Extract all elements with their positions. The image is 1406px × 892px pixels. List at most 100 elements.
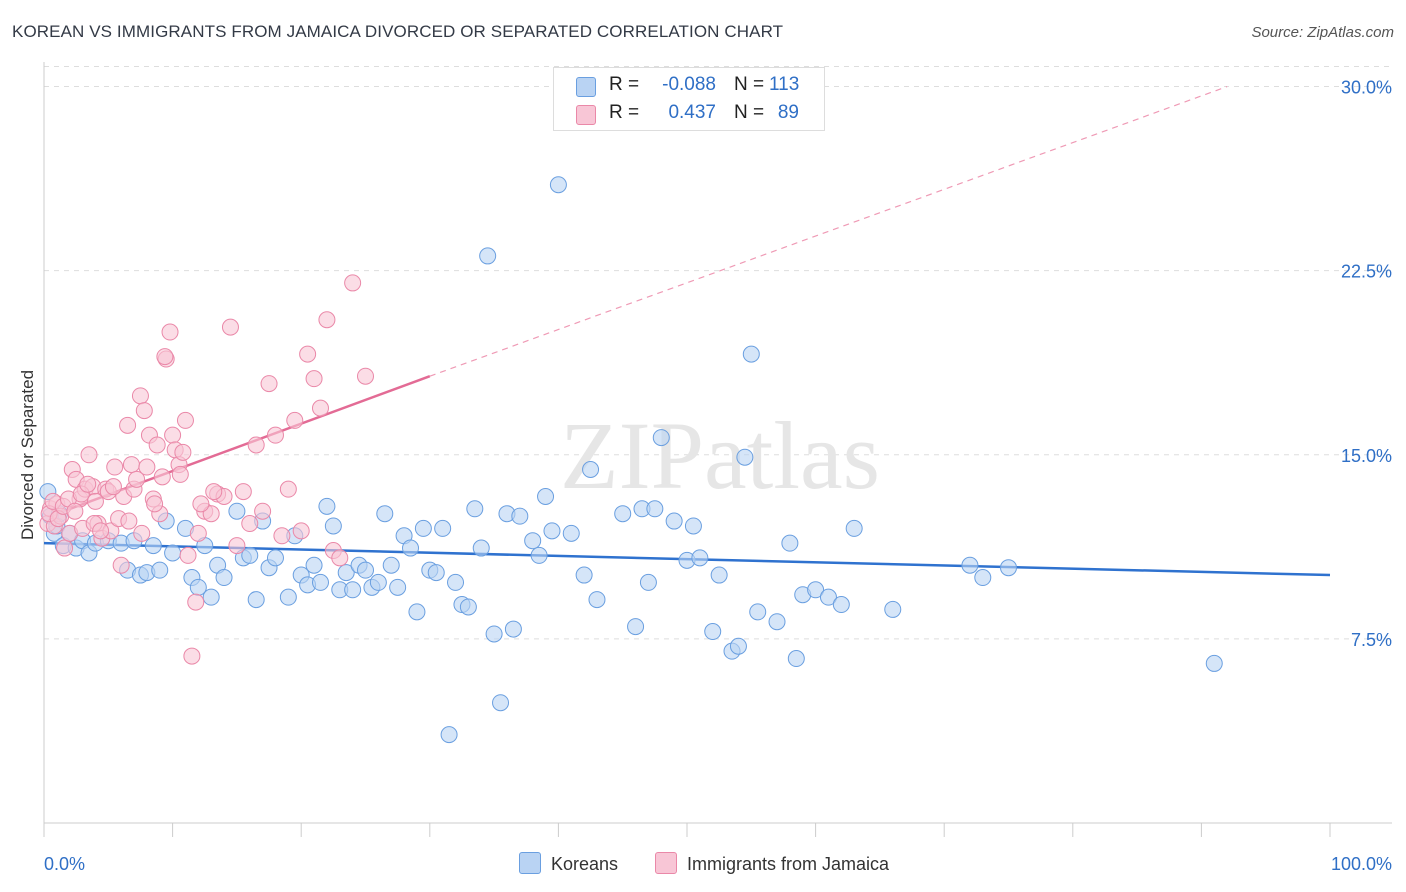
stats-box: R = -0.088 N = 113 R = 0.437 N = 89 — [553, 67, 825, 131]
korean-point — [537, 488, 555, 506]
korean-point — [337, 564, 355, 582]
korean-point — [749, 603, 767, 621]
korean-point — [652, 429, 670, 447]
korean-point — [781, 534, 799, 552]
korean-point — [357, 561, 374, 579]
jamaica-point — [260, 375, 278, 393]
n-value: 89 — [777, 102, 799, 123]
jamaica-point — [183, 647, 201, 665]
korean-point — [318, 497, 336, 515]
korean-point — [884, 600, 902, 618]
legend-jamaica-swatch — [655, 852, 677, 874]
jamaica-point — [311, 399, 329, 417]
jamaica-point — [247, 436, 265, 454]
korean-point — [408, 603, 426, 621]
stats-row-koreans: R = -0.088 N = 113 — [554, 72, 824, 100]
jamaica-point — [161, 323, 179, 341]
korean-point — [807, 581, 825, 599]
korean-point — [665, 512, 683, 530]
korean-point — [819, 588, 837, 606]
korean-point — [575, 566, 593, 584]
korean-point — [742, 345, 760, 363]
korean-point — [279, 588, 297, 606]
korean-point — [504, 620, 522, 638]
korean-point — [524, 532, 542, 550]
korean-point — [588, 591, 606, 609]
jamaica-point — [56, 539, 74, 557]
korean-point — [691, 549, 709, 567]
korean-point — [639, 573, 657, 591]
jamaica-point — [66, 502, 84, 520]
korean-point — [485, 625, 503, 643]
korean-point — [344, 581, 362, 599]
jamaica-point — [120, 512, 138, 530]
jamaica-point — [187, 593, 205, 611]
korean-point — [228, 502, 246, 520]
jamaica-point — [92, 522, 110, 540]
korean-point — [582, 461, 600, 479]
tick-labels: 7.5% 15.0% 22.5% 30.0% 0.0% 100.0% — [44, 78, 1392, 874]
jamaica-point — [202, 505, 220, 523]
korean-point — [324, 517, 342, 535]
korean-point — [479, 247, 497, 265]
korean-point — [164, 544, 182, 562]
r-value: -0.088 — [662, 74, 716, 95]
jamaica-point — [156, 348, 174, 366]
jamaica-point — [189, 524, 207, 542]
jamaica-point — [241, 515, 259, 533]
jamaica-point — [80, 446, 98, 464]
y-tick-label: 22.5% — [1341, 262, 1392, 282]
korean-point — [710, 566, 728, 584]
data-points — [39, 176, 1223, 744]
korean-point — [684, 517, 702, 535]
jamaica-point — [148, 436, 166, 454]
jamaica-point — [273, 527, 291, 545]
jamaica-point — [299, 345, 317, 363]
axes — [43, 62, 1392, 837]
x-tick-label: 0.0% — [44, 854, 85, 874]
jamaica-point — [357, 367, 374, 385]
legend-jamaica: Immigrants from Jamaica — [655, 852, 889, 875]
korean-point — [543, 522, 561, 540]
y-tick-label: 30.0% — [1341, 78, 1392, 98]
korean-point — [832, 596, 850, 614]
korean-point — [845, 519, 863, 537]
jamaica-point — [146, 495, 164, 513]
jamaica-point — [234, 483, 252, 501]
jamaica-point — [292, 522, 310, 540]
korean-point — [961, 556, 979, 574]
jamaica-point — [133, 524, 151, 542]
jamaica-point — [192, 495, 210, 513]
korean-point — [704, 623, 722, 641]
legend-jamaica-label: Immigrants from Jamaica — [687, 854, 890, 874]
jamaica-point — [205, 483, 223, 501]
korean-point — [202, 588, 220, 606]
korean-point — [459, 598, 477, 616]
koreans-swatch — [576, 77, 596, 97]
korean-point — [562, 524, 580, 542]
n-label: N = — [734, 102, 765, 123]
jamaica-point — [344, 274, 362, 292]
jamaica-point — [128, 470, 146, 488]
korean-point — [627, 618, 645, 636]
legend-koreans: Koreans — [519, 852, 618, 875]
jamaica-point — [228, 537, 246, 555]
legend-koreans-swatch — [519, 852, 541, 874]
korean-point — [311, 573, 329, 591]
korean-point — [376, 505, 394, 523]
legend-koreans-label: Koreans — [551, 854, 619, 874]
korean-point — [151, 561, 169, 579]
korean-point — [472, 539, 490, 557]
r-label: R = — [609, 74, 640, 95]
korean-point — [427, 564, 445, 582]
korean-point — [729, 637, 747, 655]
korean-point — [614, 505, 632, 523]
jamaica-point — [286, 411, 304, 429]
jamaica-point — [331, 549, 349, 567]
korean-point — [736, 448, 754, 466]
korean-point — [549, 176, 567, 194]
korean-point — [646, 500, 664, 518]
jamaica-point — [174, 443, 192, 461]
jamaica-point — [254, 502, 272, 520]
